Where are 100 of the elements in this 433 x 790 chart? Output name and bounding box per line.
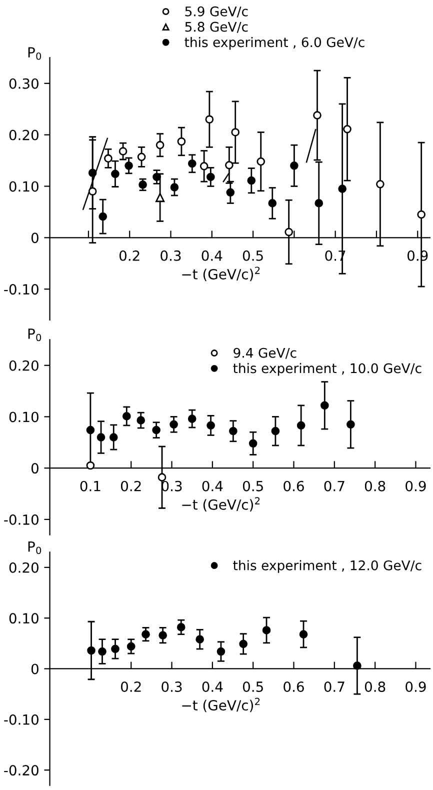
point [343, 124, 352, 134]
y-tick-label: 0.30 [9, 78, 38, 89]
point [338, 184, 346, 193]
x-tick-label: 0.5 [242, 250, 263, 261]
point [156, 140, 164, 150]
point [87, 646, 96, 655]
point [177, 137, 186, 146]
y-axis-title: P$_{0}$ [28, 328, 42, 342]
point [353, 662, 362, 670]
x-tick-label: 0.8 [364, 480, 386, 492]
x-tick-label: 0.5 [242, 480, 263, 492]
point [229, 426, 238, 436]
point [104, 154, 112, 163]
point [200, 162, 208, 170]
point [206, 421, 215, 430]
y-tick-label: 0.20 [9, 360, 38, 371]
x-tick-label: 0.4 [202, 681, 223, 692]
point [170, 420, 178, 429]
x-tick-label: 0.2 [120, 480, 141, 492]
point [136, 416, 146, 424]
point [122, 412, 131, 420]
x-tick-label: 0.9 [406, 480, 426, 492]
point [124, 162, 133, 170]
point [376, 180, 384, 188]
point [417, 210, 426, 219]
x-tick-label: 0.2 [119, 250, 140, 261]
point [225, 160, 234, 170]
point [284, 228, 294, 236]
y-tick-label: 0.20 [9, 562, 38, 573]
y-axis-title: P$_{0}$ [28, 542, 42, 554]
point [205, 115, 214, 124]
legend-label: 5.8 GeV/c [185, 22, 248, 33]
point [320, 401, 329, 410]
point [96, 433, 106, 442]
x-axis-title: −t (GeV/c)$^{2}$ [182, 266, 260, 282]
x-tick-label: 0.4 [202, 250, 222, 261]
point [138, 180, 147, 189]
y-tick-label: -0.20 [4, 765, 38, 776]
point [226, 188, 235, 197]
y-tick-label: -0.10 [4, 514, 38, 525]
point [98, 647, 106, 656]
point [98, 212, 108, 221]
legend-label: 9.4 GeV/c [234, 348, 296, 359]
x-tick-label: 0.7 [324, 681, 344, 692]
point [313, 111, 322, 120]
point [296, 421, 306, 430]
point [188, 414, 196, 423]
point [299, 630, 308, 638]
point [314, 199, 324, 208]
point [126, 642, 136, 651]
point [248, 439, 258, 448]
point [86, 461, 95, 470]
x-tick-label: 0.4 [202, 480, 223, 492]
y-tick-label: 0 [31, 463, 38, 474]
y-tick-label: -0.10 [4, 714, 38, 725]
point [262, 626, 271, 634]
point [206, 172, 215, 182]
y-tick-label: 0 [31, 232, 38, 244]
point [158, 631, 167, 640]
point [152, 426, 160, 434]
x-tick-label: 0.7 [324, 480, 344, 492]
point [142, 630, 150, 638]
point [176, 623, 186, 632]
y-tick-label: 0.10 [9, 412, 38, 422]
point [111, 170, 120, 178]
point [188, 159, 196, 168]
x-tick-label: 0.3 [162, 681, 182, 692]
x-tick-label: 0.9 [406, 681, 426, 692]
y-tick-label: 0.20 [9, 130, 38, 140]
x-tick-label: 0.6 [284, 681, 304, 692]
point [88, 168, 97, 178]
y-tick-label: 0.10 [9, 613, 38, 624]
legend-label: this experiment , 10.0 GeV/c [233, 363, 422, 376]
point [216, 647, 226, 656]
point [247, 176, 256, 185]
point [111, 644, 120, 654]
point [158, 473, 166, 482]
point [137, 152, 146, 162]
point [88, 187, 97, 196]
y-tick-label: -0.10 [4, 284, 38, 295]
x-tick-label: 0.3 [160, 250, 181, 261]
point [290, 162, 298, 170]
point [118, 147, 128, 156]
legend-label: this experiment , 6.0 GeV/c [184, 36, 364, 50]
x-tick-label: 0.8 [364, 681, 386, 692]
point [86, 426, 95, 434]
y-axis-title: P$_{0}$ [28, 47, 42, 60]
x-tick-label: 0.6 [284, 480, 304, 492]
x-tick-label: 0.2 [120, 681, 141, 692]
point [271, 426, 280, 436]
point [239, 640, 248, 648]
x-tick-label: 0.5 [242, 681, 263, 692]
x-tick-label: 0.1 [80, 480, 100, 492]
x-axis-title: −t (GeV/c)$^{2}$ [182, 497, 260, 512]
point [152, 172, 161, 182]
y-tick-label: 0.10 [9, 181, 38, 192]
point [268, 199, 277, 208]
point [256, 157, 266, 166]
legend-label: 5.9 GeV/c [185, 6, 248, 18]
y-tick-label: 0 [31, 664, 38, 674]
